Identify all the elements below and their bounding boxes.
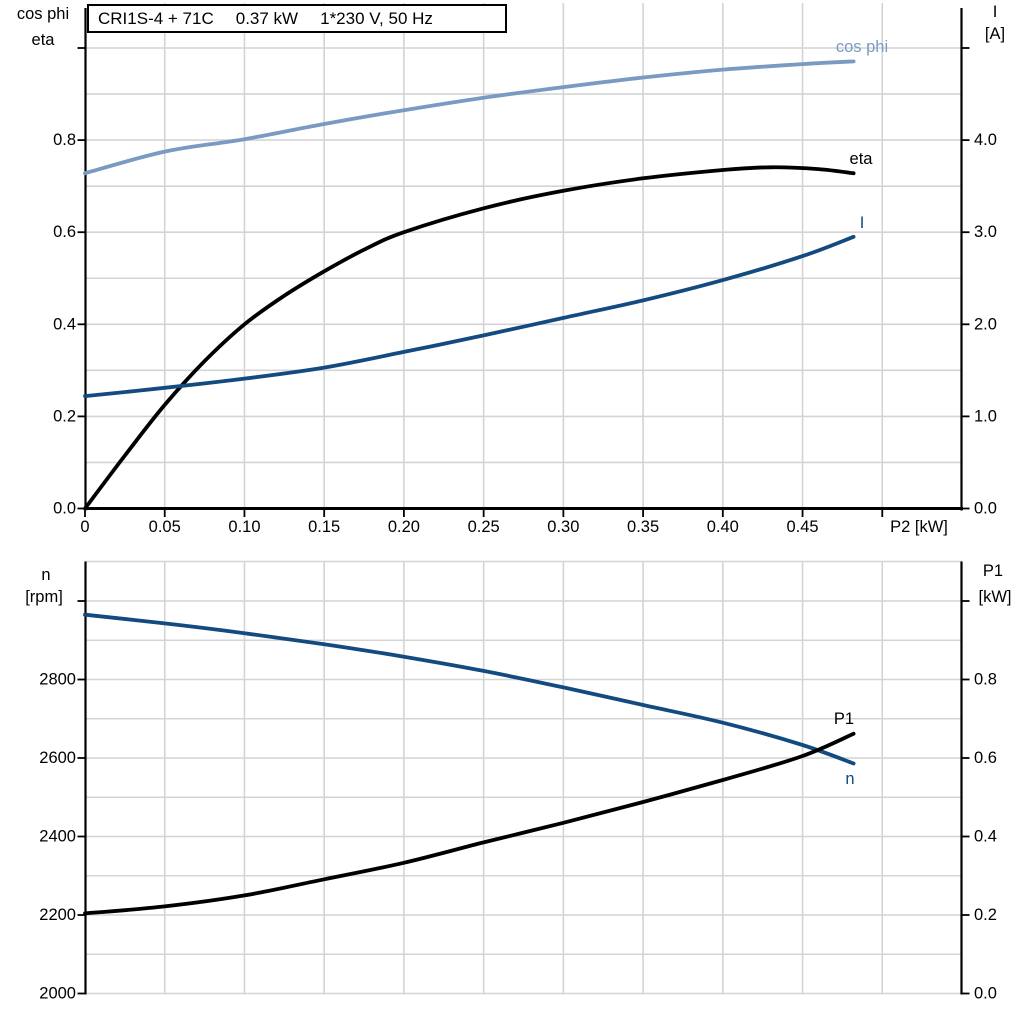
curve-n xyxy=(83,612,856,766)
x-tick-label: 0.25 xyxy=(468,518,500,536)
left-tick-label: 2600 xyxy=(39,749,76,767)
right-tick-label: 0.8 xyxy=(974,671,997,689)
right-tick-label: 2.0 xyxy=(974,315,997,333)
left-axis-title: n xyxy=(41,566,50,584)
left-tick-label: 2200 xyxy=(39,906,76,924)
x-tick-label: 0.05 xyxy=(149,518,181,536)
right-tick-label: 0.6 xyxy=(974,749,997,767)
right-tick-label: 0.2 xyxy=(974,906,997,924)
left-tick-label: 2400 xyxy=(39,828,76,846)
right-tick-label: 1.0 xyxy=(974,407,997,425)
left-tick-label: 0.4 xyxy=(53,315,76,333)
left-axis-title: [rpm] xyxy=(25,588,63,606)
curve-P1 xyxy=(83,731,856,916)
x-tick-label: 0.45 xyxy=(786,518,818,536)
right-tick-label: 0.0 xyxy=(974,985,997,1003)
right-tick-label: 3.0 xyxy=(974,223,997,241)
x-tick-label: 0.30 xyxy=(547,518,579,536)
x-tick-label: 0 xyxy=(80,518,89,536)
right-tick-label: 0.4 xyxy=(974,828,997,846)
voltage-frequency-label: 1*230 V, 50 Hz xyxy=(320,8,433,28)
pump-type-label: CRI1S-4 + 71C xyxy=(98,8,214,28)
left-tick-label: 2800 xyxy=(39,671,76,689)
x-tick-label: 0.35 xyxy=(627,518,659,536)
left-axis-title: cos phi xyxy=(17,5,69,23)
right-axis-title: [A] xyxy=(985,25,1005,43)
curve-label-n: n xyxy=(845,770,854,788)
left-axis-title: eta xyxy=(32,31,56,49)
x-tick-label: 0.20 xyxy=(388,518,420,536)
right-axis-title: P1 xyxy=(983,562,1003,580)
left-tick-label: 0.0 xyxy=(53,500,76,518)
curve-cos-phi xyxy=(83,59,856,176)
left-tick-label: 0.8 xyxy=(53,131,76,149)
right-axis-title: I xyxy=(993,3,998,21)
curve-label-I: I xyxy=(860,214,865,232)
x-tick-label: 0.15 xyxy=(308,518,340,536)
x-axis-title: P2 [kW] xyxy=(890,518,948,536)
left-tick-label: 0.6 xyxy=(53,223,76,241)
curve-I xyxy=(83,234,856,398)
x-tick-label: 0.40 xyxy=(707,518,739,536)
left-tick-label: 0.2 xyxy=(53,407,76,425)
x-tick-label: 0.10 xyxy=(228,518,260,536)
right-tick-label: 0.0 xyxy=(974,500,997,518)
curve-label-eta: eta xyxy=(850,150,874,168)
chart-title-box: CRI1S-4 + 71C 0.37 kW 1*230 V, 50 Hz xyxy=(87,4,507,33)
right-axis-title: [kW] xyxy=(979,588,1012,606)
right-tick-label: 4.0 xyxy=(974,131,997,149)
curve-label-P1: P1 xyxy=(834,710,854,728)
curve-label-cos-phi: cos phi xyxy=(836,38,888,56)
power-rating-label: 0.37 kW xyxy=(235,8,299,28)
left-tick-label: 2000 xyxy=(39,985,76,1003)
